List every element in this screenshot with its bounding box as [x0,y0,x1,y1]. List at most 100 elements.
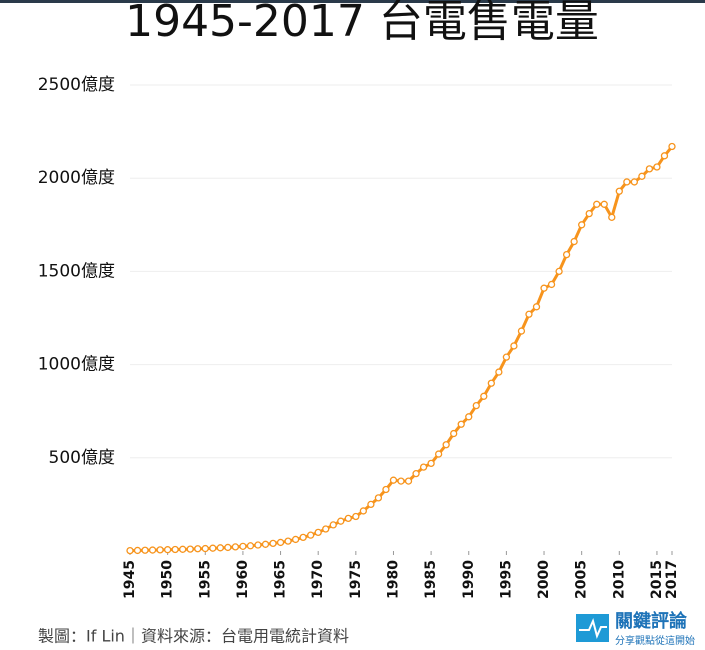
point [532,303,541,311]
point [547,280,556,289]
point [412,469,420,478]
x-tick-label: 1980 [385,560,401,599]
point [314,528,322,537]
point [578,221,586,229]
point [156,546,164,554]
credit: 製圖：If Lin｜資料來源：台電用電統計資料 [38,627,349,646]
point [517,327,526,335]
point [352,512,360,521]
point [148,546,157,554]
point [495,368,503,376]
point [389,476,398,484]
point [623,178,631,186]
point [419,463,428,471]
point [284,537,292,545]
x-tick-label: 1945 [122,560,138,599]
point [171,545,179,554]
x-tick-label: 1965 [273,560,289,599]
point [510,342,518,350]
x-tick-label: 2015 [649,560,665,599]
point [186,545,194,553]
point [457,420,465,428]
point [593,200,601,208]
point [216,544,224,552]
point [194,545,202,553]
point [231,543,240,551]
x-tick-label: 2010 [611,560,627,599]
x-tick-label: 1995 [498,560,514,599]
point [246,542,255,550]
line [129,145,674,553]
logo-pulse [579,618,607,639]
point [224,543,232,552]
point [367,500,375,509]
y-tick-label: 2500億度 [38,75,115,95]
point [630,178,639,186]
point [645,165,654,173]
x-tick-label: 2005 [574,560,590,599]
point [359,507,368,515]
point [269,539,277,548]
point [668,142,676,151]
point [133,546,142,555]
point [163,546,172,554]
point [299,533,307,542]
x-tick-label: 1985 [423,560,439,599]
point [404,477,413,485]
point [465,413,473,421]
x-tick-label: 2017 [664,560,680,599]
x-tick-label: 1955 [197,560,213,599]
point [540,284,548,292]
point [307,531,315,539]
point [450,429,458,438]
point [653,163,661,171]
point [434,450,443,458]
point [480,392,488,400]
x-tick-label: 1960 [235,560,251,599]
point [201,544,209,553]
point [322,525,330,533]
point [502,353,511,361]
point [525,310,533,318]
point [209,544,217,552]
x-tick-label: 1950 [160,560,176,599]
point [254,541,262,549]
top-border [0,0,705,3]
point [141,546,149,554]
x-tick-label: 2000 [536,560,552,599]
x-tick-label: 1990 [461,560,477,599]
point [638,172,646,180]
point [570,237,578,246]
point [344,514,352,523]
point [608,213,616,221]
point [555,267,563,276]
point [329,521,337,529]
point [374,494,383,502]
y-tick-label: 1000億度 [38,355,115,375]
point [239,542,247,550]
point [615,187,623,195]
point [660,152,669,160]
y-tick-label: 1500億度 [38,261,115,281]
point [337,517,345,525]
logo-text: 關鍵評論 [615,610,688,632]
point [276,538,285,547]
point [126,546,134,555]
point [600,200,608,208]
y-tick-label: 2000億度 [38,168,115,188]
point [472,401,480,410]
point [585,209,593,218]
logo-tagline: 分享觀點從這開始 [615,634,695,647]
point [397,477,405,485]
point [261,540,270,548]
y-tick-label: 500億度 [49,448,115,468]
x-tick-label: 1975 [348,560,364,599]
point [562,250,571,259]
point [291,535,300,544]
point [427,459,435,468]
point [382,485,390,494]
point [179,545,187,553]
point [442,441,450,449]
